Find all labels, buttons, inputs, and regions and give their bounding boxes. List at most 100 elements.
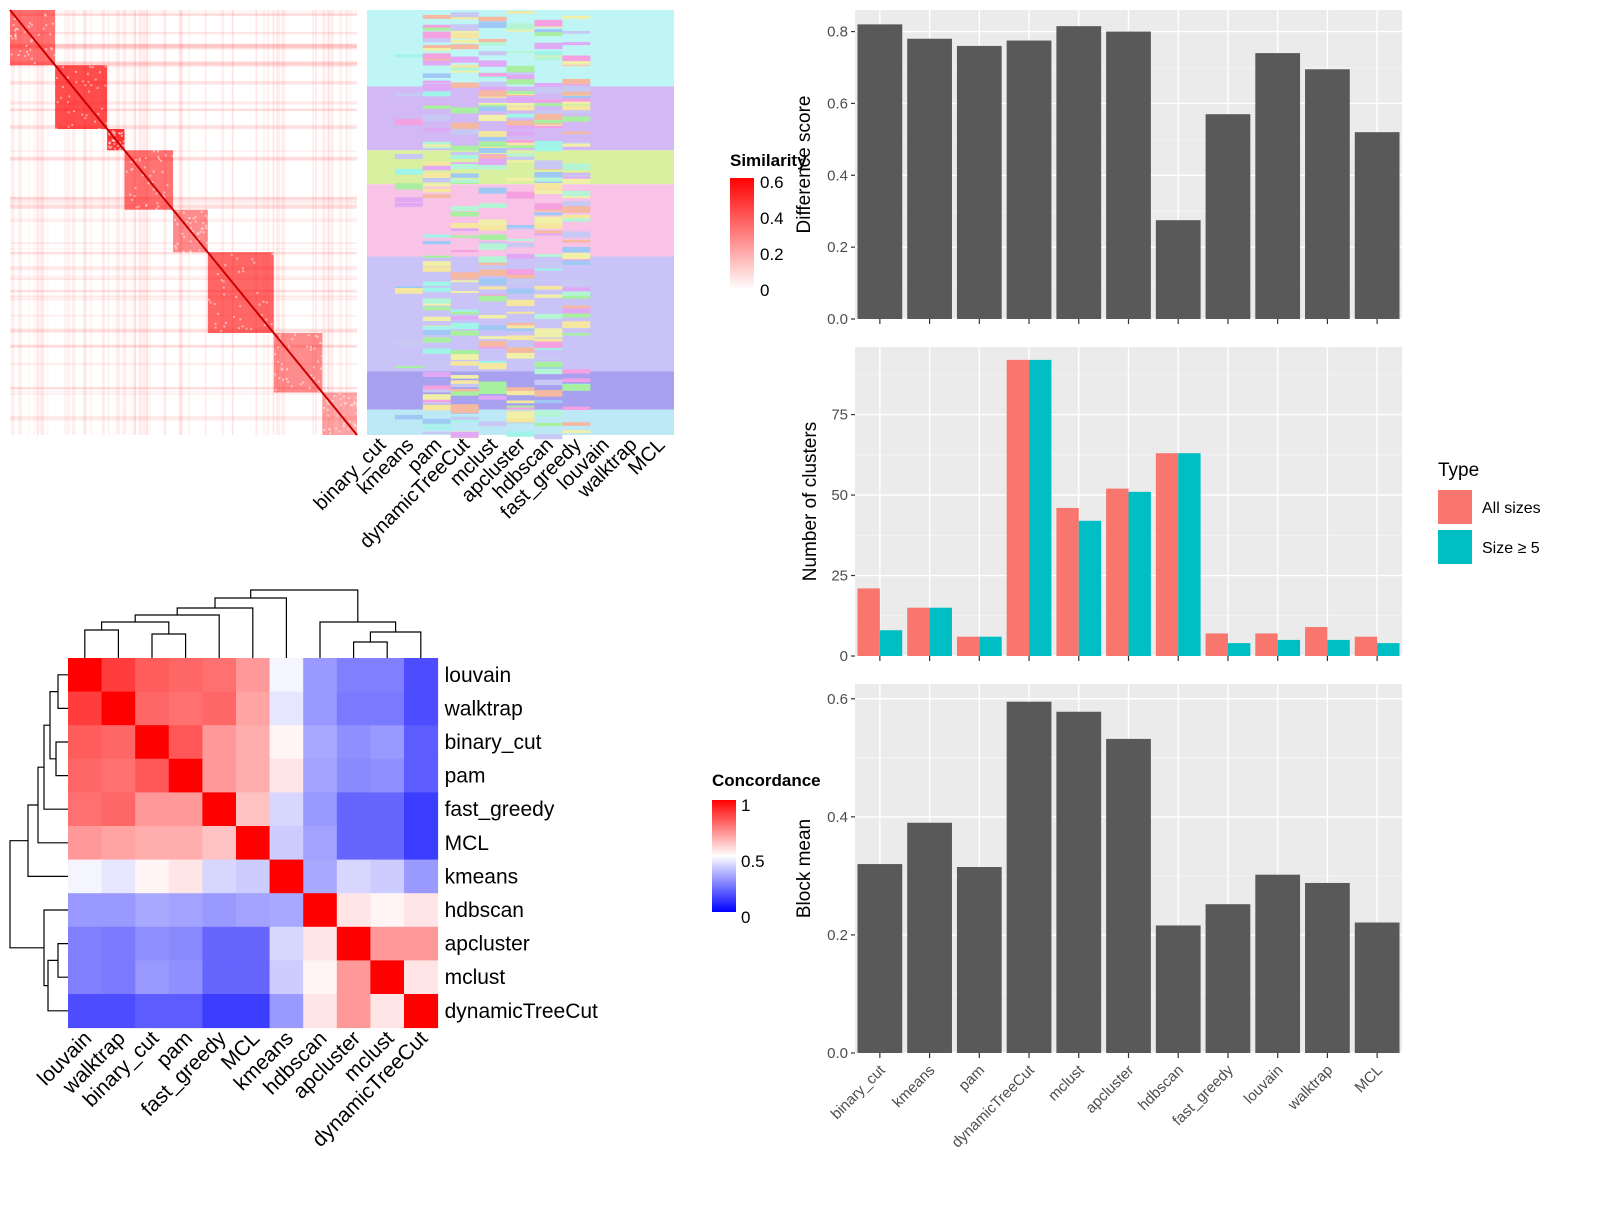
assignment-cell [562, 246, 591, 253]
similarity-speckle [133, 195, 136, 198]
assignment-cell [450, 17, 479, 20]
assignment-cell [562, 384, 591, 391]
assignment-cell [534, 103, 563, 107]
similarity-speckle [129, 193, 132, 196]
assignment-cell [562, 143, 591, 147]
similarity-speckle [346, 427, 349, 430]
similarity-speckle [340, 403, 343, 406]
similarity-speckle [271, 252, 274, 255]
assignment-cell [450, 122, 479, 130]
concordance-cell [168, 893, 203, 928]
assignment-cell [534, 422, 563, 427]
concordance-cell [336, 691, 371, 726]
similarity-speckle [318, 389, 321, 392]
assignment-cell [450, 280, 479, 283]
bar-all-sizes [1255, 633, 1278, 656]
concordance-cell [404, 994, 439, 1029]
assignment-cell [534, 361, 563, 368]
assignment-cell [450, 316, 479, 320]
assignment-cell [422, 337, 451, 343]
assignment-cell [562, 379, 591, 383]
assignment-cell [562, 321, 591, 329]
similarity-speckle [313, 376, 316, 379]
assignment-cell [478, 345, 507, 349]
concordance-legend-tick: 1 [741, 796, 750, 815]
similarity-speckle [93, 120, 96, 123]
concordance-cell [236, 893, 271, 928]
assignment-cell [534, 207, 563, 212]
similarity-speckle [134, 187, 137, 190]
y-tick-label: 0.2 [827, 239, 848, 256]
assignment-cell [422, 44, 451, 49]
similarity-row-strip [10, 329, 357, 332]
assignment-cell [534, 42, 563, 45]
assignment-cell [422, 281, 451, 286]
similarity-speckle [55, 127, 58, 130]
similarity-speckle [111, 130, 114, 133]
bar [956, 867, 1002, 1053]
concordance-cell [269, 826, 304, 861]
assignment-cell [506, 322, 535, 326]
similarity-speckle [176, 223, 179, 226]
assignment-cell [506, 335, 535, 341]
y-tick-label: 0.6 [827, 95, 848, 112]
y-tick-label: 0.0 [827, 311, 848, 328]
similarity-row-strip [10, 277, 357, 280]
similarity-speckle [260, 314, 263, 317]
x-tick-label: mclust [1045, 1061, 1088, 1104]
similarity-speckle [174, 245, 177, 248]
assignment-cell [534, 182, 563, 190]
concordance-cell [236, 792, 271, 827]
similarity-speckle [70, 128, 73, 131]
dendrogram-branch [369, 631, 422, 658]
concordance-cell [303, 893, 338, 928]
similarity-speckle [45, 24, 48, 27]
similarity-speckle [321, 354, 324, 357]
similarity-speckle [251, 258, 254, 261]
concordance-cell [336, 960, 371, 995]
concordance-legend-title: Concordance [712, 771, 821, 790]
assignment-cell [478, 131, 507, 137]
similarity-speckle [220, 330, 223, 333]
concordance-cell [236, 859, 271, 894]
similarity-speckle [68, 95, 71, 98]
concordance-row-label: walktrap [444, 697, 523, 720]
assignment-cell [534, 29, 563, 33]
similarity-speckle [131, 167, 134, 170]
concordance-cell [101, 926, 136, 961]
assignment-cell [422, 426, 451, 430]
concordance-cell [168, 859, 203, 894]
similarity-speckle [82, 80, 85, 83]
assignment-cell [450, 173, 479, 178]
concordance-cell [202, 658, 237, 693]
similarity-row-strip [10, 31, 357, 35]
similarity-speckle [182, 250, 185, 253]
similarity-speckle [182, 211, 185, 214]
similarity-speckle [189, 251, 192, 254]
bar-all-sizes [1354, 636, 1378, 656]
assignment-cell [450, 250, 479, 253]
similarity-row-strip [10, 45, 357, 47]
similarity-speckle [199, 230, 202, 233]
similarity-speckle [262, 300, 265, 303]
similarity-row-strip [10, 62, 357, 67]
similarity-row-strip [10, 10, 357, 13]
concordance-cell [303, 792, 338, 827]
bar-all-sizes [956, 636, 980, 656]
concordance-cell [370, 725, 405, 760]
similarity-speckle [157, 205, 160, 208]
similarity-row-strip [10, 218, 357, 220]
similarity-speckle [108, 133, 111, 136]
assignment-cell [506, 411, 535, 417]
cluster-assignment-cells [367, 10, 674, 440]
similarity-speckle [10, 53, 13, 56]
assignment-cell [422, 261, 451, 267]
similarity-speckle [205, 226, 208, 229]
assignment-cell [478, 234, 507, 240]
concordance-cell [370, 826, 405, 861]
similarity-col-strip [162, 10, 165, 435]
assignment-cell [506, 156, 535, 160]
assignment-cell [506, 416, 535, 423]
assignment-cell [562, 98, 591, 102]
similarity-col-strip [146, 10, 149, 435]
